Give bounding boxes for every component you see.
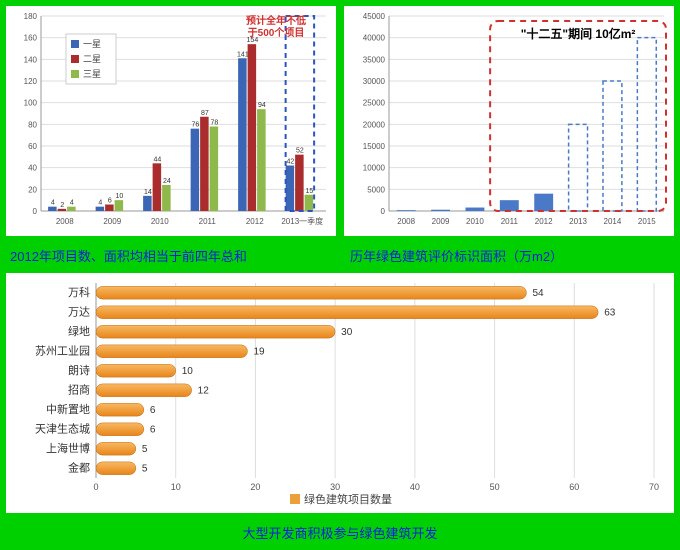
chart1-grouped-bar: 0204060801001201401601804242008461020091…	[6, 6, 336, 236]
chart2-caption: 历年绿色建筑评价标识面积（万m2）	[340, 242, 573, 273]
svg-text:180: 180	[24, 12, 38, 21]
svg-text:19: 19	[253, 346, 265, 357]
svg-text:94: 94	[258, 102, 266, 109]
svg-text:2008: 2008	[56, 217, 74, 226]
chart3-horizontal-bar: 0 10 20 30 40 50 60 70 万科 54 万达 63 绿地 30 苏州工业园 19 朗诗 10 招商…	[6, 273, 674, 513]
svg-text:100: 100	[24, 99, 38, 108]
svg-text:于500个项目: 于500个项目	[248, 26, 305, 39]
svg-text:2015: 2015	[638, 217, 656, 226]
svg-text:63: 63	[604, 307, 616, 318]
svg-text:10: 10	[182, 366, 194, 377]
svg-text:中新置地: 中新置地	[46, 402, 90, 416]
svg-text:80: 80	[28, 120, 37, 129]
svg-text:预计全年不低: 预计全年不低	[246, 14, 306, 27]
svg-text:天津生态城: 天津生态城	[35, 421, 90, 435]
svg-text:10000: 10000	[363, 164, 386, 173]
svg-text:5000: 5000	[367, 185, 385, 194]
svg-text:2011: 2011	[501, 217, 519, 226]
svg-text:5: 5	[142, 444, 148, 455]
svg-text:万达: 万达	[68, 305, 90, 318]
svg-text:20: 20	[250, 482, 260, 492]
svg-text:2010: 2010	[151, 217, 169, 226]
svg-text:4: 4	[70, 200, 74, 207]
svg-text:6: 6	[150, 424, 156, 435]
svg-text:招商: 招商	[68, 382, 90, 396]
svg-text:2012: 2012	[535, 217, 553, 226]
svg-text:24: 24	[163, 178, 171, 185]
svg-text:20: 20	[28, 185, 37, 194]
chart2-area-bar: 0 5000 10000 15000 20000 25000 30000 35000 40000…	[344, 6, 674, 236]
chart3-caption: 大型开发商积极参与绿色建筑开发	[0, 519, 680, 550]
svg-text:0: 0	[33, 207, 38, 216]
svg-text:2008: 2008	[397, 217, 415, 226]
svg-text:12: 12	[198, 385, 210, 396]
svg-text:二星: 二星	[83, 54, 101, 64]
svg-text:52: 52	[296, 148, 304, 155]
svg-text:45000: 45000	[363, 12, 386, 21]
svg-text:60: 60	[28, 142, 37, 151]
svg-text:"十二五"期间 10亿m²: "十二五"期间 10亿m²	[521, 26, 636, 41]
svg-text:120: 120	[24, 77, 38, 86]
svg-text:30: 30	[341, 327, 353, 338]
svg-text:30000: 30000	[363, 77, 386, 86]
svg-text:10: 10	[171, 482, 181, 492]
svg-text:10: 10	[115, 193, 123, 200]
svg-text:60: 60	[569, 482, 579, 492]
svg-text:15000: 15000	[363, 142, 386, 151]
svg-text:50: 50	[490, 482, 500, 492]
svg-text:0: 0	[381, 207, 386, 216]
svg-text:15: 15	[305, 188, 313, 195]
svg-text:44: 44	[153, 156, 161, 163]
chart1-caption: 2012年项目数、面积均相当于前四年总和	[0, 242, 340, 273]
svg-text:万科: 万科	[68, 285, 90, 299]
svg-text:金都: 金都	[68, 460, 90, 474]
svg-text:20000: 20000	[363, 120, 386, 129]
svg-text:2014: 2014	[604, 217, 622, 226]
svg-text:42: 42	[286, 159, 294, 166]
svg-text:76: 76	[191, 122, 199, 129]
svg-text:绿色建筑项目数量: 绿色建筑项目数量	[304, 492, 392, 506]
svg-text:上海世博: 上海世博	[46, 441, 90, 455]
svg-text:2011: 2011	[199, 217, 217, 226]
svg-text:2012: 2012	[246, 217, 264, 226]
svg-text:绿地: 绿地	[68, 324, 90, 338]
svg-text:朗诗: 朗诗	[68, 363, 90, 377]
svg-text:30: 30	[330, 482, 340, 492]
svg-text:苏州工业园: 苏州工业园	[35, 344, 90, 357]
svg-text:一星: 一星	[83, 39, 101, 49]
svg-text:35000: 35000	[363, 55, 386, 64]
svg-text:0: 0	[93, 482, 98, 492]
svg-text:2009: 2009	[432, 217, 450, 226]
svg-text:141: 141	[237, 51, 249, 58]
svg-text:140: 140	[24, 55, 38, 64]
svg-text:三星: 三星	[83, 69, 101, 79]
svg-text:6: 6	[150, 405, 156, 416]
svg-text:78: 78	[210, 120, 218, 127]
svg-text:2010: 2010	[466, 217, 484, 226]
svg-text:4: 4	[98, 200, 102, 207]
svg-text:40: 40	[28, 164, 37, 173]
svg-text:70: 70	[649, 482, 659, 492]
svg-text:4: 4	[51, 200, 55, 207]
svg-text:160: 160	[24, 34, 38, 43]
svg-text:2013一季度: 2013一季度	[281, 216, 323, 226]
svg-text:25000: 25000	[363, 99, 386, 108]
svg-text:2: 2	[60, 202, 64, 209]
svg-text:2013: 2013	[569, 217, 587, 226]
svg-text:40: 40	[410, 482, 420, 492]
svg-text:14: 14	[144, 189, 152, 196]
svg-text:6: 6	[108, 198, 112, 205]
svg-text:5: 5	[142, 463, 148, 474]
svg-text:54: 54	[532, 288, 544, 299]
svg-text:40000: 40000	[363, 34, 386, 43]
svg-text:87: 87	[201, 110, 209, 117]
svg-text:2009: 2009	[103, 217, 121, 226]
